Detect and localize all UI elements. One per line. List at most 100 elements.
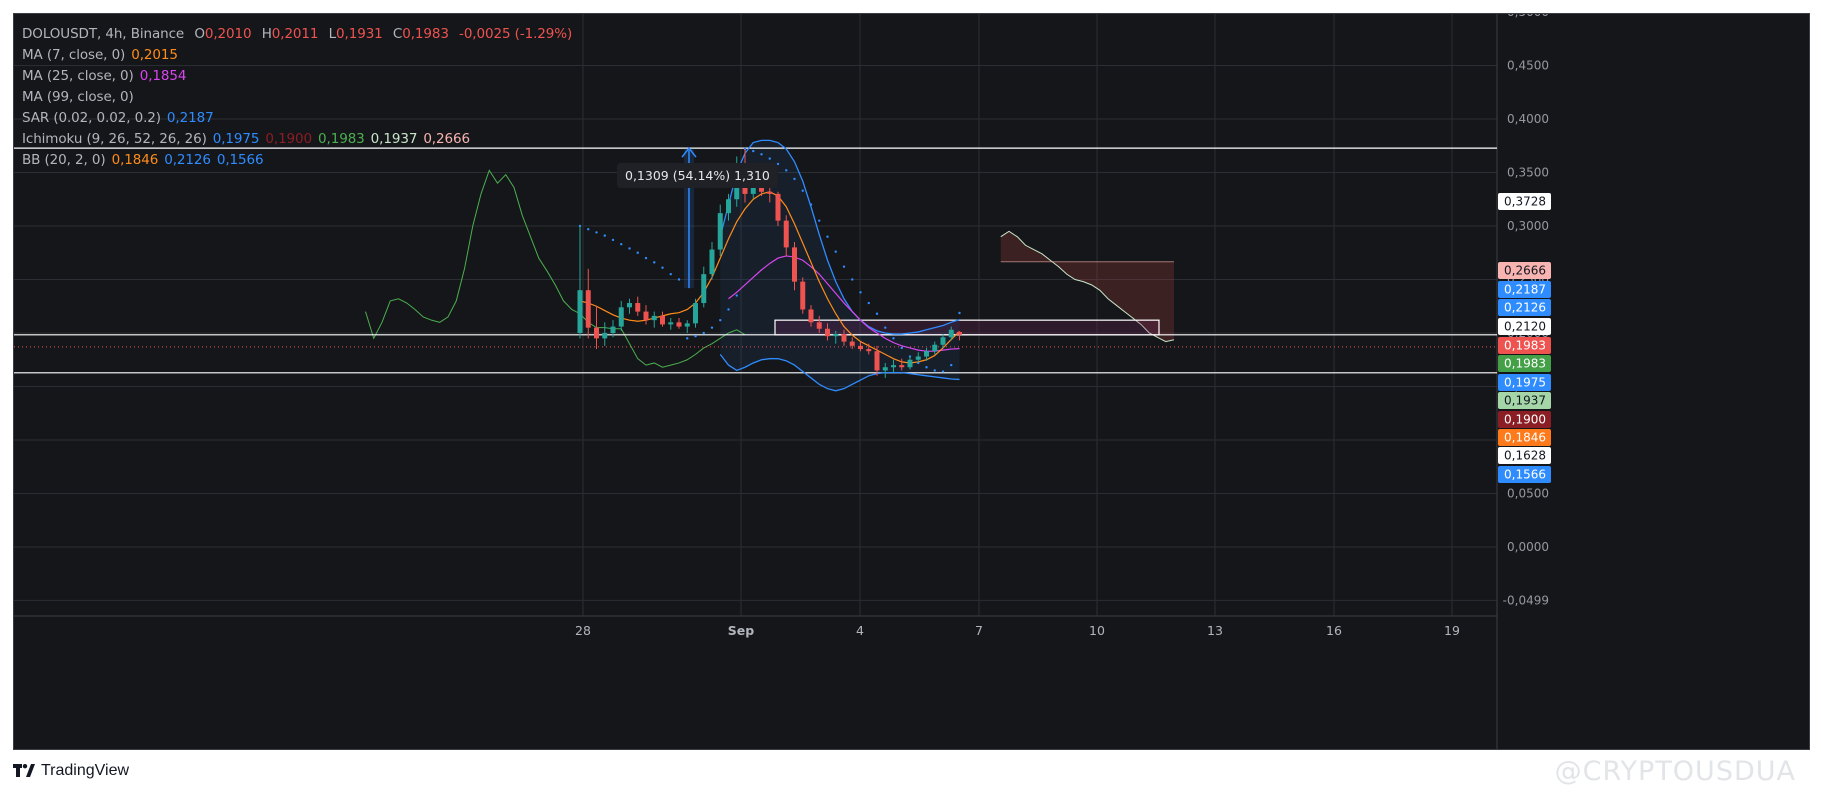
indicator-legend-row[interactable]: SAR (0.02, 0.02, 0.2) 0,2187 bbox=[22, 108, 578, 129]
time-axis-label: 13 bbox=[1207, 623, 1223, 638]
sar-dot bbox=[900, 346, 903, 350]
price-scale-label: 0,0000 bbox=[1507, 540, 1549, 554]
price-tag bbox=[1498, 374, 1551, 391]
candle-body bbox=[709, 249, 715, 275]
candle-body bbox=[924, 351, 929, 357]
candle-body bbox=[866, 349, 872, 352]
ichimoku-leading-span-a bbox=[1000, 230, 1175, 343]
sar-dot bbox=[677, 278, 681, 281]
indicator-value: 0,1854 bbox=[139, 68, 187, 84]
candle-body bbox=[899, 365, 905, 368]
indicator-name: BB (20, 2, 0) bbox=[22, 152, 106, 168]
open-label: O bbox=[194, 26, 205, 42]
high-label: H bbox=[261, 26, 272, 42]
candle-body bbox=[849, 341, 855, 346]
price-tag bbox=[1498, 193, 1551, 210]
price-tag-label: 0,2126 bbox=[1504, 301, 1546, 315]
symbol-legend-row[interactable]: DOLOUSDT, 4h, Binance O0,2010 H0,2011 L0… bbox=[22, 24, 578, 45]
price-tag-label: 0,3728 bbox=[1504, 195, 1546, 209]
indicator-legend-row[interactable]: Ichimoku (9, 26, 52, 26, 26) 0,1975 0,1900… bbox=[22, 129, 578, 150]
price-tag bbox=[1498, 262, 1551, 279]
sar-dot bbox=[818, 219, 821, 222]
low-value: 0,1931 bbox=[336, 26, 383, 42]
sar-dot bbox=[727, 308, 730, 311]
sar-dot bbox=[587, 228, 590, 231]
indicator-value: 0,2187 bbox=[166, 110, 214, 126]
candle-body bbox=[668, 322, 674, 325]
time-axis-label: 28 bbox=[575, 623, 591, 638]
indicator-legend-row[interactable]: MA (99, close, 0) bbox=[22, 87, 578, 108]
sar-dot bbox=[611, 238, 615, 242]
sar-dot bbox=[620, 242, 623, 246]
chart-panel[interactable]: 0,55000,50000,45000,40000,35000,30000,25… bbox=[13, 13, 1810, 750]
sar-dot bbox=[710, 326, 714, 329]
close-value: 0,1983 bbox=[402, 26, 449, 42]
candle-body bbox=[618, 307, 624, 327]
candle-body bbox=[825, 328, 830, 337]
low-label: L bbox=[328, 26, 337, 42]
ma25-line bbox=[728, 255, 960, 352]
sar-dot bbox=[636, 251, 639, 254]
sar-dot bbox=[785, 169, 788, 172]
sar-dot bbox=[702, 331, 705, 335]
chart-canvas[interactable]: 0,55000,50000,45000,40000,35000,30000,25… bbox=[14, 14, 1810, 750]
sar-dot bbox=[826, 235, 829, 238]
price-tag-label: 0,1975 bbox=[1504, 376, 1546, 390]
indicator-value: 0,1846 bbox=[111, 152, 159, 168]
candle-body bbox=[841, 334, 847, 342]
candle-body bbox=[907, 359, 913, 368]
candle-body bbox=[660, 315, 665, 325]
price-tag-label: 0,2120 bbox=[1504, 320, 1546, 334]
sar-dot bbox=[661, 266, 664, 269]
indicator-name: MA (7, close, 0) bbox=[22, 47, 126, 63]
indicator-legend: MA (7, close, 0) 0,2015 MA (25, close, 0) 0… bbox=[22, 45, 578, 171]
candle-body bbox=[948, 329, 954, 338]
price-tag-label: 0,1937 bbox=[1504, 394, 1546, 408]
sar-dot bbox=[851, 278, 854, 281]
price-tag-label: 0,1900 bbox=[1504, 413, 1546, 427]
sar-dot bbox=[809, 203, 813, 206]
open-value: 0,2010 bbox=[204, 26, 252, 42]
sar-dot bbox=[669, 272, 672, 276]
indicator-legend-row[interactable]: BB (20, 2, 0) 0,1846 0,2126 0,1566 bbox=[22, 150, 578, 171]
watermark: @CRYPTOUSDUA bbox=[1555, 756, 1796, 787]
price-tag bbox=[1498, 281, 1551, 298]
time-axis-label: 4 bbox=[856, 623, 864, 638]
sar-dot bbox=[801, 189, 804, 192]
candle-body bbox=[585, 290, 591, 328]
price-tag-label: 0,1983 bbox=[1504, 339, 1546, 353]
indicator-legend-row[interactable]: MA (25, close, 0) 0,1854 bbox=[22, 66, 578, 87]
candle-body bbox=[882, 367, 888, 371]
sar-dot bbox=[768, 157, 771, 160]
price-tag bbox=[1498, 299, 1551, 316]
price-scale-label: -0,0499 bbox=[1503, 593, 1549, 607]
price-tag-label: 0,1566 bbox=[1504, 468, 1546, 482]
tradingview-logo[interactable]: TradingView bbox=[13, 762, 129, 780]
indicator-value: 0,1983 bbox=[318, 131, 365, 147]
indicator-name: MA (99, close, 0) bbox=[22, 89, 134, 105]
measure-tooltip: 0,1309 (54.14%) 1,310 bbox=[617, 163, 778, 188]
chart-legend: DOLOUSDT, 4h, Binance O0,2010 H0,2011 L0… bbox=[22, 24, 578, 171]
tradingview-logo-icon bbox=[13, 764, 35, 777]
measure-arrow-head bbox=[681, 146, 697, 158]
candle-body bbox=[775, 193, 781, 221]
candle-body bbox=[940, 337, 946, 345]
candle-body bbox=[858, 345, 863, 350]
indicator-legend-row[interactable]: MA (7, close, 0) 0,2015 bbox=[22, 45, 578, 66]
sar-dot bbox=[653, 261, 656, 264]
candle-body bbox=[891, 365, 896, 368]
sar-dot bbox=[628, 247, 631, 250]
sar-dot bbox=[925, 366, 928, 369]
symbol-title[interactable]: DOLOUSDT, 4h, Binance bbox=[22, 26, 185, 42]
price-scale-label: 0,4000 bbox=[1507, 112, 1549, 126]
watermark-text: @CRYPTOUSDUA bbox=[1554, 756, 1796, 787]
indicator-value: 0,2666 bbox=[423, 131, 470, 147]
price-scale-label: 0,3500 bbox=[1507, 166, 1549, 180]
candle-body bbox=[701, 274, 707, 304]
candle-body bbox=[874, 351, 880, 371]
candle-body bbox=[627, 303, 632, 308]
sar-dot bbox=[735, 294, 738, 297]
time-axis-label: Sep bbox=[728, 623, 754, 638]
time-axis-label: 7 bbox=[975, 623, 983, 638]
indicator-name: SAR (0.02, 0.02, 0.2) bbox=[22, 110, 161, 126]
